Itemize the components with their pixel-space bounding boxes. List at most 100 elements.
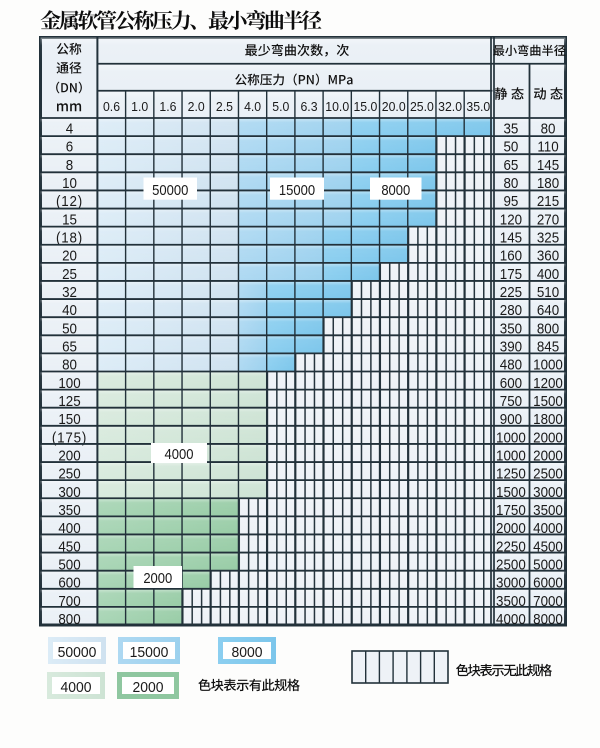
svg-text:390: 390 [500,339,522,356]
svg-text:200: 200 [58,448,80,465]
svg-text:2250: 2250 [496,539,526,556]
svg-text:8000: 8000 [381,181,410,198]
svg-text:25: 25 [62,266,77,283]
svg-text:845: 845 [537,339,559,356]
svg-text:10.0: 10.0 [325,98,349,114]
svg-text:(175): (175) [52,430,87,447]
svg-text:4500: 4500 [533,539,563,556]
svg-text:160: 160 [500,248,522,265]
svg-text:50: 50 [503,139,518,156]
svg-text:250: 250 [58,466,80,483]
svg-text:800: 800 [58,611,80,628]
svg-text:700: 700 [58,593,80,610]
svg-text:35.0: 35.0 [466,98,490,114]
svg-text:110: 110 [537,139,558,156]
svg-text:800: 800 [537,321,559,338]
svg-text:95: 95 [503,193,518,210]
svg-text:215: 215 [537,193,559,210]
svg-text:270: 270 [537,212,559,229]
svg-text:5000: 5000 [533,557,563,574]
svg-text:15.0: 15.0 [353,98,377,114]
svg-text:2000: 2000 [496,520,526,537]
svg-text:1500: 1500 [496,484,526,501]
svg-text:510: 510 [537,284,559,301]
svg-text:145: 145 [500,230,522,247]
svg-text:1000: 1000 [496,448,526,465]
svg-text:3000: 3000 [533,484,563,501]
svg-text:450: 450 [58,539,80,556]
svg-text:8000: 8000 [533,611,563,628]
svg-text:32.0: 32.0 [438,98,462,114]
svg-text:2.5: 2.5 [216,98,233,114]
svg-text:80: 80 [62,357,77,374]
svg-text:6000: 6000 [533,575,563,592]
svg-text:2500: 2500 [533,466,563,483]
svg-text:10: 10 [62,175,77,192]
svg-text:145: 145 [537,157,559,174]
svg-text:6: 6 [66,139,73,156]
svg-text:1250: 1250 [496,466,526,483]
svg-text:4000: 4000 [165,445,194,462]
svg-text:50: 50 [62,321,77,338]
svg-text:20.0: 20.0 [382,98,406,114]
svg-text:15000: 15000 [279,181,315,198]
svg-text:8: 8 [66,157,73,174]
svg-text:300: 300 [58,484,80,501]
svg-text:150: 150 [58,411,80,428]
svg-text:6.3: 6.3 [300,98,317,114]
svg-text:4000: 4000 [61,679,92,696]
svg-text:180: 180 [537,175,559,192]
svg-text:1200: 1200 [533,375,563,392]
svg-text:25.0: 25.0 [410,98,434,114]
svg-text:80: 80 [541,121,556,138]
svg-text:0.6: 0.6 [103,98,120,114]
svg-text:1.0: 1.0 [131,98,148,114]
svg-text:(18): (18) [56,230,83,247]
svg-text:4000: 4000 [533,520,563,537]
svg-text:225: 225 [500,284,522,301]
svg-text:8000: 8000 [232,644,263,661]
svg-text:32: 32 [62,284,77,301]
svg-text:35: 35 [503,121,518,138]
svg-text:350: 350 [500,321,522,338]
svg-text:7000: 7000 [533,593,563,610]
svg-text:4000: 4000 [496,611,526,628]
svg-text:480: 480 [500,357,522,374]
svg-text:50000: 50000 [152,181,188,198]
svg-text:1500: 1500 [533,393,563,410]
svg-text:360: 360 [537,248,559,265]
svg-text:350: 350 [58,502,80,519]
svg-text:500: 500 [58,557,80,574]
svg-text:400: 400 [58,520,80,537]
svg-text:65: 65 [503,157,518,174]
svg-text:2000: 2000 [533,448,563,465]
svg-text:1000: 1000 [496,430,526,447]
svg-text:(12): (12) [56,193,83,210]
svg-text:280: 280 [500,302,522,319]
svg-text:15: 15 [62,212,77,229]
svg-text:900: 900 [500,411,522,428]
svg-text:65: 65 [62,339,77,356]
svg-text:5.0: 5.0 [272,98,289,114]
svg-text:3000: 3000 [496,575,526,592]
svg-text:3500: 3500 [496,593,526,610]
svg-text:80: 80 [503,175,518,192]
svg-text:40: 40 [62,302,77,319]
svg-text:2000: 2000 [133,679,164,696]
svg-text:325: 325 [537,230,559,247]
svg-text:640: 640 [537,302,559,319]
svg-text:1750: 1750 [496,502,526,519]
svg-text:600: 600 [58,575,80,592]
svg-text:4: 4 [66,121,73,138]
svg-text:2000: 2000 [533,430,563,447]
svg-text:50000: 50000 [58,644,97,661]
svg-text:100: 100 [58,375,80,392]
svg-text:20: 20 [62,248,77,265]
svg-text:2000: 2000 [143,569,172,586]
svg-text:120: 120 [500,212,522,229]
svg-text:3500: 3500 [533,502,563,519]
svg-text:400: 400 [537,266,559,283]
svg-text:4.0: 4.0 [244,98,261,114]
svg-text:1.6: 1.6 [159,98,176,114]
svg-text:1800: 1800 [533,411,563,428]
